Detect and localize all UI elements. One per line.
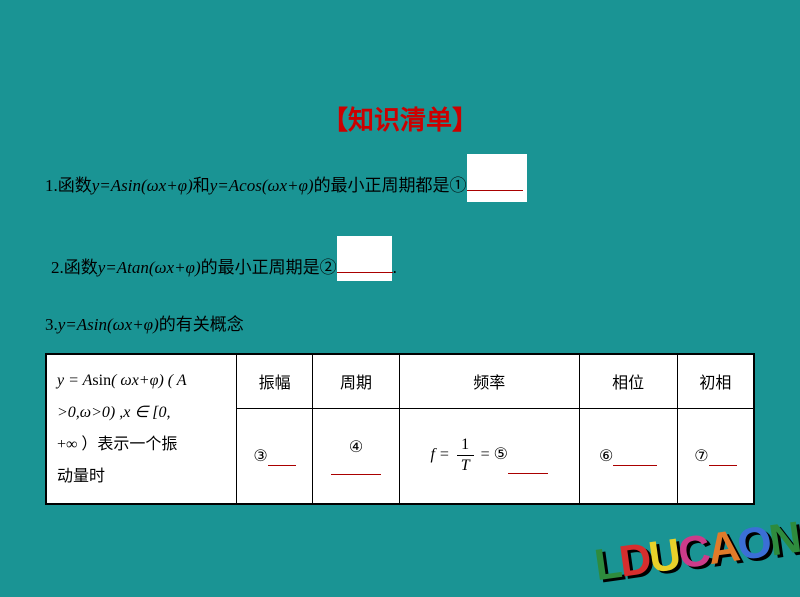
text: = ⑤ xyxy=(481,446,508,463)
answer-box xyxy=(337,236,392,281)
decorative-letters: LDUCAON xyxy=(591,513,800,591)
text: f = xyxy=(430,446,449,463)
blank-underline xyxy=(467,190,523,191)
text: sin xyxy=(92,372,111,389)
deco-letter: D xyxy=(616,534,652,587)
text: +∞ ）表示一个振 xyxy=(57,436,177,453)
statement-2: 2.函数y=Atan(ωx+φ)的最小正周期是②. xyxy=(45,254,755,281)
blank-underline xyxy=(613,452,657,466)
equation: y=Asin(ωx+φ) xyxy=(92,176,193,195)
text: 的最小正周期是② xyxy=(201,258,337,277)
cell-amplitude: ③ xyxy=(237,408,313,503)
statement-1: 1.函数y=Asin(ωx+φ)和y=Acos(ωx+φ)的最小正周期都是①. xyxy=(45,172,755,199)
content-block: 1.函数y=Asin(ωx+φ)和y=Acos(ωx+φ)的最小正周期都是①. … xyxy=(0,172,800,339)
circled-num: ⑥ xyxy=(599,448,613,465)
text: 3. xyxy=(45,315,58,334)
col-header: 周期 xyxy=(313,354,400,408)
deco-letter: L xyxy=(591,538,622,590)
answer-box xyxy=(467,154,527,202)
circled-num: ④ xyxy=(349,439,363,456)
deco-letter: N xyxy=(766,513,800,566)
concepts-table: y = Asin( ωx+φ) ( A >0,ω>0) ,x ∈ [0, +∞ … xyxy=(45,353,755,505)
title-bracket-open: 【 xyxy=(322,106,348,135)
text: y = A xyxy=(57,372,92,389)
title-bracket-close: 】 xyxy=(452,106,478,135)
text: 的最小正周期都是① xyxy=(314,176,467,195)
blank-underline xyxy=(268,452,296,466)
title-text: 知识清单 xyxy=(348,106,452,135)
text: ( A xyxy=(168,372,187,389)
denominator: T xyxy=(457,456,474,474)
text: ( ωx+φ) xyxy=(111,372,164,389)
table-header-row: y = Asin( ωx+φ) ( A >0,ω>0) ,x ∈ [0, +∞ … xyxy=(47,354,754,408)
page-title: 【知识清单】 xyxy=(0,0,800,172)
text: 的有关概念 xyxy=(159,315,244,334)
cell-period: ④ xyxy=(313,408,400,503)
circled-num: ⑦ xyxy=(694,448,708,465)
circled-num: ③ xyxy=(253,448,267,465)
blank-underline xyxy=(337,272,393,273)
fraction: 1T xyxy=(457,437,474,474)
text: 1.函数 xyxy=(45,176,92,195)
equation: y=Asin(ωx+φ) xyxy=(58,315,159,334)
deco-letter: C xyxy=(675,526,711,579)
blank-underline xyxy=(508,460,548,474)
table-left-description: y = Asin( ωx+φ) ( A >0,ω>0) ,x ∈ [0, +∞ … xyxy=(47,354,237,503)
text: . xyxy=(393,258,397,277)
blank-underline xyxy=(709,452,737,466)
deco-letter: U xyxy=(646,530,682,583)
text: 动量时 xyxy=(57,468,105,485)
deco-letter: O xyxy=(734,517,773,570)
blank-2 xyxy=(337,258,393,277)
blank-underline xyxy=(331,461,381,475)
deco-letter: A xyxy=(705,522,741,575)
blank-1 xyxy=(467,176,523,195)
cell-frequency: f = 1T = ⑤ xyxy=(399,408,579,503)
cell-initial-phase: ⑦ xyxy=(677,408,753,503)
col-header: 频率 xyxy=(399,354,579,408)
text: 和 xyxy=(193,176,210,195)
col-header: 相位 xyxy=(579,354,677,408)
col-header: 振幅 xyxy=(237,354,313,408)
equation: y=Acos(ωx+φ) xyxy=(210,176,314,195)
cell-phase: ⑥ xyxy=(579,408,677,503)
col-header: 初相 xyxy=(677,354,753,408)
text: 2.函数 xyxy=(51,258,98,277)
statement-3: 3.y=Asin(ωx+φ)的有关概念 xyxy=(45,311,755,338)
equation: y=Atan(ωx+φ) xyxy=(98,258,201,277)
numerator: 1 xyxy=(457,437,474,456)
text: >0,ω>0) ,x ∈ [0, xyxy=(57,404,170,421)
